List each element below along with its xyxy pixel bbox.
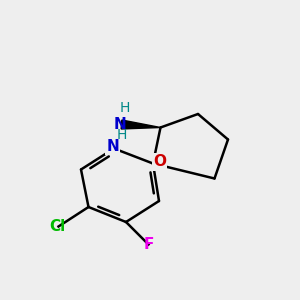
- Text: O: O: [153, 154, 166, 169]
- Text: Cl: Cl: [49, 219, 65, 234]
- Text: H: H: [119, 101, 130, 115]
- Text: H: H: [116, 128, 127, 142]
- Text: N: N: [114, 117, 126, 132]
- Text: N: N: [106, 139, 119, 154]
- Polygon shape: [121, 120, 160, 129]
- Text: F: F: [143, 237, 154, 252]
